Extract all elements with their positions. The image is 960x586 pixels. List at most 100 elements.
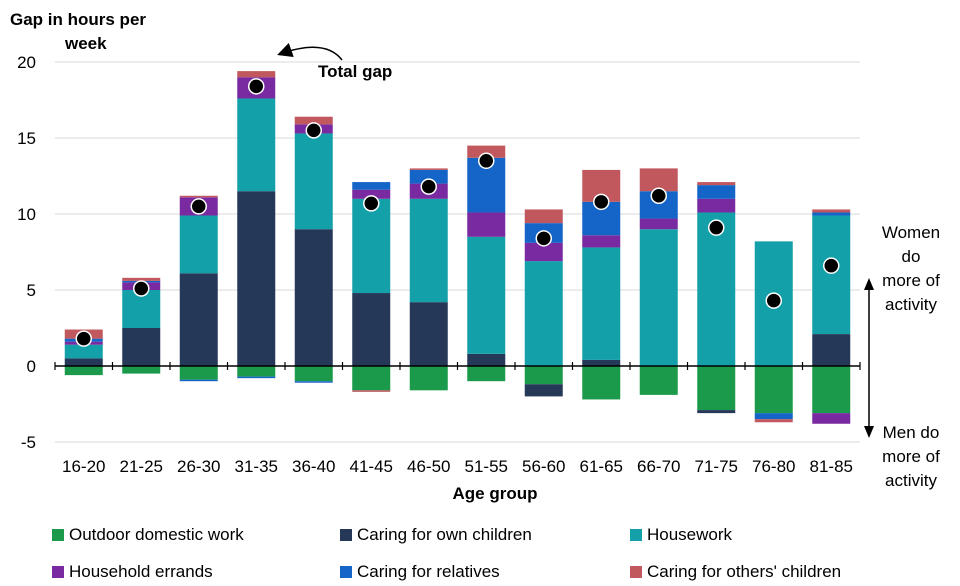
x-tick-label: 66-70 [637, 457, 680, 476]
legend-label-relatives: Caring for relatives [357, 562, 500, 581]
bar-segment-caring-for-own-children [352, 293, 391, 366]
bar-segment-caring-for-others-children [639, 168, 678, 192]
bar-segment-outdoor-domestic-work [64, 366, 103, 376]
bar-segment-caring-for-others-children [812, 209, 851, 213]
x-tick-label: 51-55 [465, 457, 508, 476]
bar-segment-housework [352, 198, 391, 294]
legend-swatch-outdoor [52, 529, 64, 541]
x-tick-label: 46-50 [407, 457, 450, 476]
women-more-line-4: activity [885, 295, 937, 314]
bar-segment-household-errands [639, 218, 678, 230]
bar-segment-caring-for-others-children [409, 168, 448, 170]
women-more-label: Women do more of activity [868, 221, 954, 317]
bar-segment-outdoor-domestic-work [582, 366, 621, 400]
bar-segment-caring-for-relatives [179, 379, 218, 382]
bar-segment-caring-for-others-children [237, 71, 276, 78]
bar-segment-housework [179, 215, 218, 274]
bar-segment-housework [467, 236, 506, 354]
men-more-label: Men do more of activity [868, 421, 954, 493]
bar-segment-household-errands [467, 212, 506, 237]
x-tick-label: 36-40 [292, 457, 335, 476]
bar-segment-household-errands [524, 242, 563, 262]
total-gap-marker [650, 187, 667, 205]
direction-arrow-down-head [864, 426, 874, 438]
total-gap-marker [133, 280, 150, 297]
legend-swatch-housework [630, 529, 642, 541]
legend-item-outdoor: Outdoor domestic work [52, 525, 244, 545]
legend-item-own-children: Caring for own children [340, 525, 532, 545]
legend-item-relatives: Caring for relatives [340, 562, 500, 582]
legend-label-errands: Household errands [69, 562, 213, 581]
bar-segment-outdoor-domestic-work [639, 366, 678, 395]
x-tick-label: 31-35 [235, 457, 278, 476]
bar-segment-caring-for-others-children [352, 390, 391, 392]
bar-segment-caring-for-others-children [122, 277, 161, 281]
total-gap-marker [535, 230, 552, 247]
bar-segment-caring-for-own-children [697, 410, 736, 414]
bar-segment-housework [582, 247, 621, 360]
bar-segment-outdoor-domestic-work [812, 366, 851, 414]
legend-swatch-errands [52, 566, 64, 578]
bar-segment-caring-for-relatives [352, 182, 391, 190]
bar-segment-caring-for-own-children [409, 302, 448, 366]
total-gap-marker [363, 195, 380, 212]
y-tick-label: 5 [27, 281, 36, 300]
bar-segment-outdoor-domestic-work [697, 366, 736, 411]
bar-segment-outdoor-domestic-work [179, 366, 218, 380]
bar-segment-caring-for-others-children [179, 195, 218, 198]
x-tick-label: 41-45 [350, 457, 393, 476]
bar-segment-outdoor-domestic-work [122, 366, 161, 374]
bar-segment-caring-for-others-children [467, 145, 506, 158]
men-more-line-1: Men do [882, 423, 940, 442]
bar-segment-caring-for-others-children [754, 419, 793, 423]
bar-segment-caring-for-own-children [582, 359, 621, 366]
bar-segment-outdoor-domestic-work [237, 366, 276, 377]
women-more-line-2: do [901, 247, 921, 266]
women-more-line-1: Women [881, 223, 941, 242]
bar-segment-caring-for-others-children [524, 209, 563, 224]
legend-label-own-children: Caring for own children [357, 525, 532, 544]
total-gap-marker [305, 122, 322, 139]
bar-segment-household-errands [352, 189, 391, 199]
bar-segment-household-errands [812, 413, 851, 424]
legend-label-housework: Housework [647, 525, 733, 544]
bar-segment-caring-for-relatives [237, 376, 276, 379]
y-tick-label: -5 [21, 433, 36, 452]
total-gap-marker [75, 330, 92, 347]
legend-item-housework: Housework [630, 525, 732, 545]
bar-segment-caring-for-relatives [754, 413, 793, 420]
bar-segment-outdoor-domestic-work [467, 366, 506, 382]
bar-segment-caring-for-relatives [697, 185, 736, 199]
bar-segment-caring-for-relatives [294, 381, 333, 383]
legend-item-others-children: Caring for others' children [630, 562, 841, 582]
x-axis-title: Age group [452, 484, 538, 503]
y-tick-label: 15 [17, 129, 36, 148]
legend-item-errands: Household errands [52, 562, 213, 582]
x-tick-label: 76-80 [752, 457, 795, 476]
x-tick-label: 16-20 [62, 457, 105, 476]
y-tick-label: 10 [17, 205, 36, 224]
total-gap-marker [248, 78, 265, 95]
direction-arrow-up-head [864, 278, 874, 290]
bar-segment-caring-for-others-children [697, 182, 736, 186]
x-tick-label: 56-60 [522, 457, 565, 476]
bar-segment-housework [237, 98, 276, 192]
y-axis-title-line-1: Gap in hours per [10, 10, 147, 29]
x-tick-label: 61-65 [580, 457, 623, 476]
bar-segment-caring-for-own-children [237, 191, 276, 366]
total-gap-marker [593, 193, 610, 211]
men-more-line-3: activity [885, 471, 937, 490]
bar-segment-housework [409, 198, 448, 303]
legend-label-outdoor: Outdoor domestic work [69, 525, 244, 544]
legend-swatch-relatives [340, 566, 352, 578]
bar-segment-outdoor-domestic-work [754, 366, 793, 414]
women-more-line-3: more of [882, 271, 940, 290]
bar-segment-housework [812, 215, 851, 335]
bar-segment-outdoor-domestic-work [524, 366, 563, 385]
bar-segment-household-errands [582, 235, 621, 248]
y-axis-title-line-2: week [65, 34, 107, 53]
bar-segment-outdoor-domestic-work [352, 366, 391, 391]
bar-segment-caring-for-own-children [812, 334, 851, 366]
total-gap-marker [190, 198, 207, 215]
